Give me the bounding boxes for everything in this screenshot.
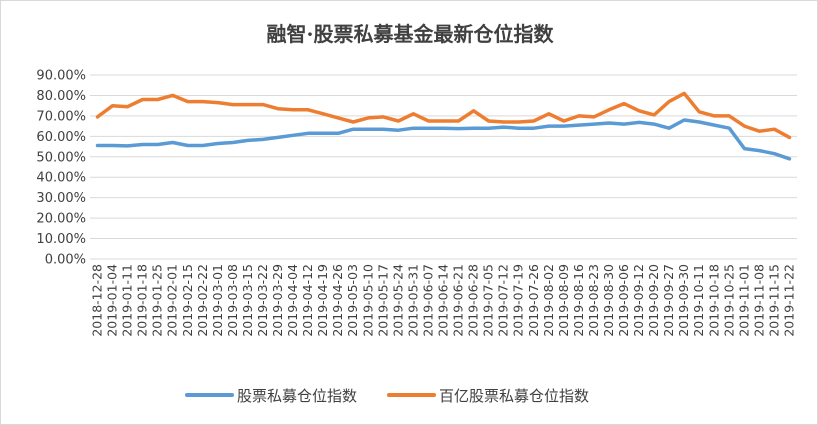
y-tick-label: 60.00% [36,130,86,145]
y-tick-label: 90.00% [36,69,86,84]
x-tick-label: 2019-01-04 [105,264,120,337]
y-axis-labels: 0.00% 10.00% 20.00% 30.00% 40.00% 50.00% 60.00… [36,69,86,268]
x-tick-label: 2019-01-18 [135,264,150,337]
x-tick-label: 2019-08-30 [601,264,616,337]
x-tick-label: 2019-03-22 [255,264,270,337]
x-tick-label: 2019-11-01 [736,264,751,337]
series-lines [95,91,792,161]
x-tick-label: 2019-05-03 [345,264,360,337]
x-tick-label: 2019-09-27 [661,264,676,337]
x-tick-label: 2019-10-25 [721,264,736,337]
x-tick-label: 2019-08-16 [571,264,586,337]
x-tick-label: 2019-11-15 [766,264,781,337]
x-tick-label: 2019-11-22 [781,264,796,337]
legend: 股票私募仓位指数 百亿股票私募仓位指数 [185,387,589,405]
y-tick-label: 10.00% [36,232,86,247]
x-tick-label: 2019-04-12 [300,264,315,337]
x-tick-label: 2019-02-01 [165,264,180,337]
x-tick-label: 2019-03-08 [225,264,240,337]
x-tick-label: 2019-08-23 [586,264,601,337]
x-tick-label: 2019-07-12 [496,264,511,337]
x-tick-label: 2019-05-10 [360,264,375,337]
y-tick-label: 0.00% [45,253,86,268]
x-tick-label: 2019-02-15 [180,264,195,337]
x-tick-label: 2019-07-26 [526,264,541,337]
x-tick-label: 2019-01-11 [120,264,135,337]
grid-lines [90,74,797,260]
x-tick-label: 2019-04-19 [315,264,330,337]
y-tick-label: 70.00% [36,109,86,124]
x-tick-label: 2019-11-08 [751,264,766,337]
x-tick-label: 2019-08-09 [556,264,571,337]
series-line-2 [95,91,792,140]
x-tick-label: 2019-05-31 [405,264,420,337]
x-tick-label: 2019-05-17 [375,264,390,337]
x-tick-label: 2019-05-24 [390,264,405,337]
chart-title: 融智·股票私募基金最新仓位指数 [267,22,555,46]
x-tick-label: 2019-01-25 [150,264,165,337]
y-tick-label: 40.00% [36,171,86,186]
x-tick-label: 2019-03-15 [240,264,255,337]
x-tick-label: 2019-10-11 [691,264,706,337]
legend-label-1: 股票私募仓位指数 [237,387,357,405]
x-tick-label: 2019-02-22 [195,264,210,337]
x-tick-label: 2019-09-12 [631,264,646,337]
x-tick-label: 2019-09-20 [646,264,661,337]
x-tick-label: 2019-06-14 [436,264,451,337]
x-tick-label: 2019-04-26 [330,264,345,337]
y-tick-label: 20.00% [36,212,86,227]
x-axis-labels: 2018-12-28 2019-01-04 2019-01-11 2019-01-18… [90,264,797,337]
x-tick-label: 2018-12-28 [90,264,105,337]
y-tick-label: 50.00% [36,150,86,165]
x-tick-label: 2019-06-21 [451,264,466,337]
x-tick-label: 2019-09-30 [676,264,691,337]
x-tick-label: 2019-03-29 [270,264,285,337]
legend-label-2: 百亿股票私募仓位指数 [439,387,589,405]
x-tick-label: 2019-08-02 [541,264,556,337]
x-tick-label: 2019-07-19 [511,264,526,337]
x-tick-label: 2019-10-18 [706,264,721,337]
x-tick-label: 2019-06-07 [420,264,435,337]
y-tick-label: 30.00% [36,191,86,206]
x-tick-label: 2019-06-28 [466,264,481,337]
y-tick-label: 80.00% [36,89,86,104]
x-tick-label: 2019-07-05 [481,264,496,337]
series-line-1 [95,118,792,161]
x-tick-label: 2019-04-04 [285,264,300,337]
x-tick-label: 2019-03-01 [210,264,225,337]
x-tick-label: 2019-09-06 [616,264,631,337]
